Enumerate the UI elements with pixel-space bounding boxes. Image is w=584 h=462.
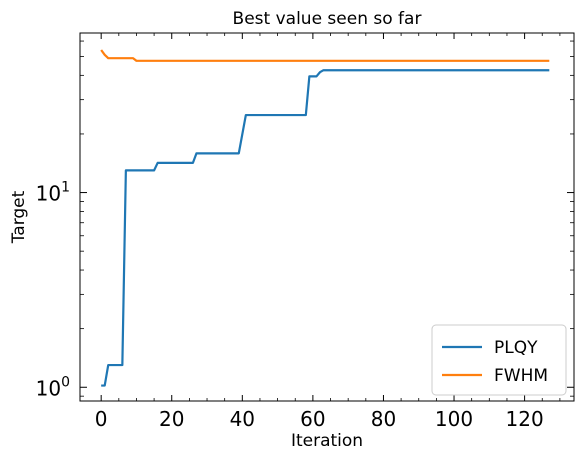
series-line-fwhm bbox=[100, 49, 550, 62]
y-axis-label: Target bbox=[9, 190, 29, 244]
x-tick-label: 80 bbox=[371, 407, 396, 431]
y-tick-label: 101 bbox=[36, 180, 70, 206]
y-tick-label: 100 bbox=[36, 374, 70, 400]
y-tick-exponent: 0 bbox=[61, 374, 70, 390]
series-line-plqy bbox=[101, 69, 550, 387]
plot-content bbox=[100, 49, 550, 387]
x-tick-label: 100 bbox=[435, 407, 473, 431]
x-tick-label: 60 bbox=[300, 407, 325, 431]
y-tick-base: 10 bbox=[36, 376, 61, 400]
y-tick-base: 10 bbox=[36, 182, 61, 206]
x-tick-label: 120 bbox=[506, 407, 544, 431]
chart-title: Best value seen so far bbox=[233, 9, 422, 29]
plot-frame bbox=[79, 32, 575, 402]
legend-label-plqy: PLQY bbox=[494, 338, 538, 358]
legend-box bbox=[431, 324, 567, 396]
legend: PLQY FWHM bbox=[431, 324, 567, 396]
legend-label-fwhm: FWHM bbox=[494, 366, 548, 386]
x-tick-label: 40 bbox=[230, 407, 255, 431]
x-tick-label: 0 bbox=[95, 407, 108, 431]
x-axis: 0 20 40 60 80 100 120 bbox=[95, 33, 561, 431]
x-axis-label: Iteration bbox=[291, 431, 363, 451]
y-tick-exponent: 1 bbox=[61, 180, 70, 196]
x-tick-label: 20 bbox=[159, 407, 184, 431]
